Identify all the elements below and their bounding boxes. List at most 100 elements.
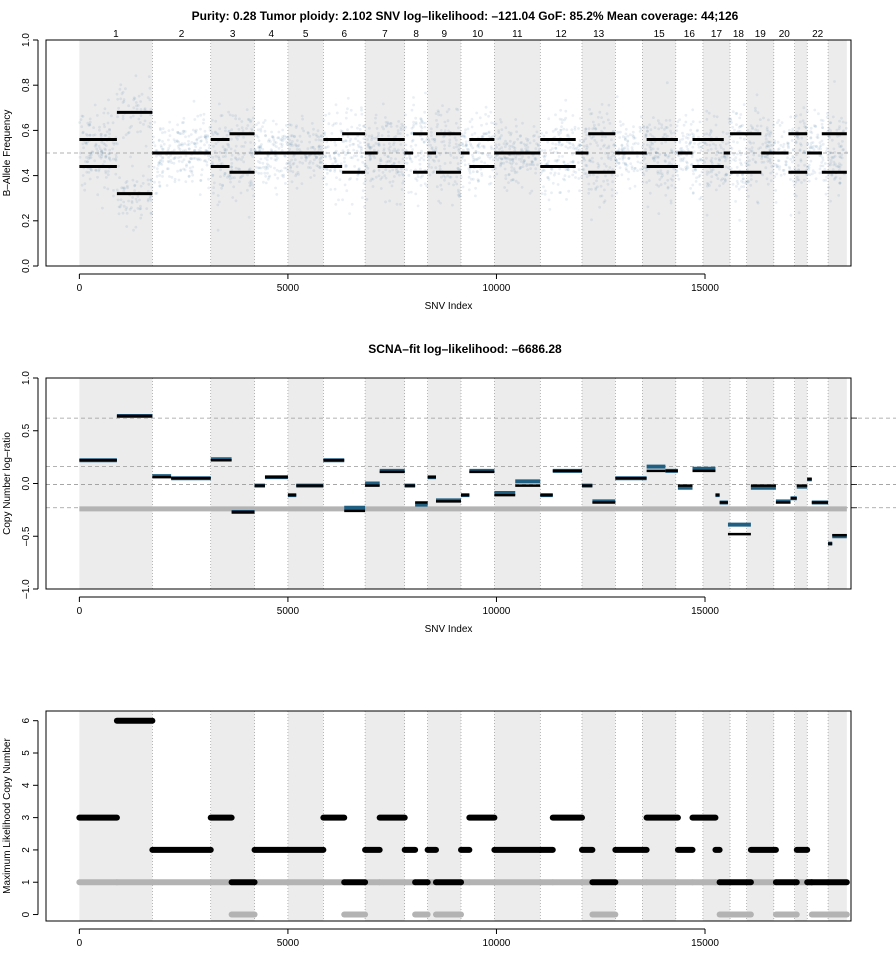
snv-point [533,134,536,137]
snv-point [362,137,366,141]
snv-point [600,194,604,198]
snv-point [321,177,325,181]
snv-point [740,185,743,189]
snv-point [618,136,622,139]
snv-point [337,198,340,202]
snv-point [224,129,227,133]
snv-point [184,180,188,184]
snv-point [78,155,82,159]
snv-point [806,110,809,113]
snv-point [584,163,588,167]
snv-point [435,185,439,189]
snv-point [749,178,753,181]
snv-point [226,176,229,179]
snv-point [632,136,636,140]
snv-point [510,169,514,173]
snv-point [208,143,211,147]
snv-point [177,131,180,135]
snv-point [259,127,263,131]
snv-point [556,130,560,134]
snv-point [325,182,328,186]
snv-point [319,148,323,151]
snv-point [339,170,343,173]
snv-point [102,122,106,126]
snv-point [677,177,681,181]
snv-point [94,142,98,146]
snv-point [775,165,779,169]
snv-point [585,172,588,176]
snv-point [682,156,686,160]
snv-point [364,133,368,137]
snv-point [785,160,788,164]
snv-point [363,141,366,144]
snv-point [821,126,824,129]
snv-point [126,186,129,190]
snv-point [756,129,760,133]
snv-point [477,151,481,155]
snv-point [470,125,474,129]
snv-point [799,159,803,163]
snv-point [333,168,337,171]
snv-point [447,182,451,186]
snv-point [689,163,693,167]
snv-point [295,124,298,128]
snv-point [749,124,753,127]
snv-point [799,143,803,147]
snv-point [230,128,234,132]
snv-point [596,144,599,147]
snv-point [558,117,562,121]
snv-point [153,180,156,184]
snv-point [839,144,843,148]
snv-point [427,138,431,142]
snv-point [227,130,231,133]
snv-point [554,113,557,117]
snv-point [402,127,406,131]
snv-point [297,173,300,176]
snv-point [649,128,653,132]
snv-point [559,128,563,132]
snv-point [768,140,772,144]
snv-point [839,163,843,167]
snv-point [273,143,276,147]
snv-point [130,199,134,203]
snv-point [766,140,770,144]
snv-point [581,168,584,171]
snv-point [443,129,447,133]
snv-point [281,136,285,140]
snv-point [454,121,458,125]
snv-point [456,108,460,112]
snv-point [627,170,631,174]
snv-point [577,143,581,147]
y-tick-label: 5 [21,750,32,756]
snv-point [679,159,683,163]
snv-point [723,173,727,177]
snv-point [395,171,399,175]
snv-point [167,156,171,159]
snv-point [437,159,441,163]
snv-point [678,118,681,121]
snv-point [212,144,215,148]
snv-point [348,139,352,143]
snv-point [269,156,273,160]
snv-point [343,160,346,164]
snv-point [152,165,156,169]
snv-point [644,133,648,137]
snv-point [474,150,478,154]
snv-point [756,200,759,204]
snv-point [703,141,707,145]
snv-point [596,165,600,169]
snv-point [318,161,322,164]
chromosome-label: 6 [341,29,347,40]
snv-point [366,143,370,146]
snv-point [154,192,158,195]
snv-point [767,141,771,144]
snv-point [107,152,111,156]
snv-point [373,121,377,125]
snv-point [489,145,493,149]
snv-point [288,160,292,164]
snv-point [507,131,511,134]
snv-point [493,167,497,170]
snv-point [156,163,160,167]
snv-point [698,158,702,162]
